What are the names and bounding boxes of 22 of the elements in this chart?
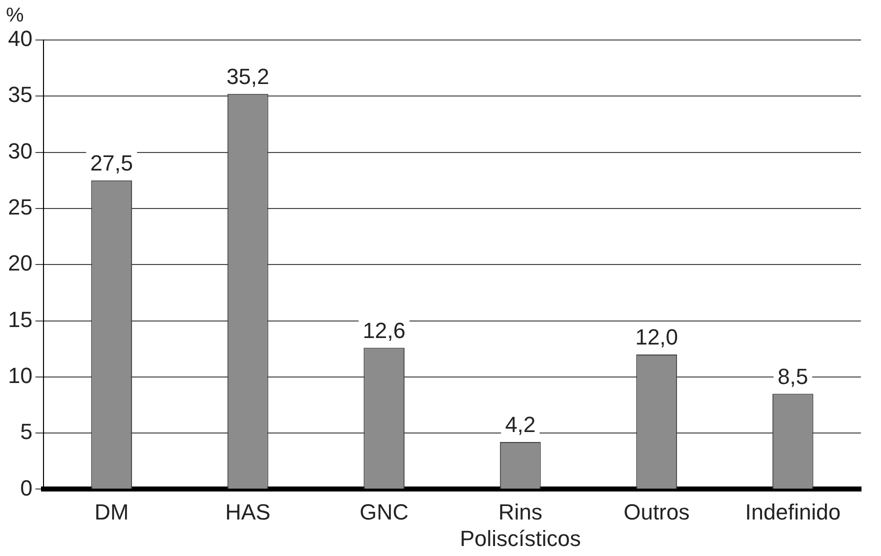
y-tick-label: 40 <box>8 26 32 52</box>
x-tick-label: HAS <box>225 499 270 524</box>
y-tick-label: 30 <box>8 138 32 164</box>
y-tick-label: 20 <box>8 250 32 276</box>
data-label: 12,0 <box>635 324 678 350</box>
y-tick-label: 25 <box>8 194 32 220</box>
x-tick-label: DM <box>94 499 129 524</box>
y-tick-label: 35 <box>8 82 32 108</box>
x-tick-label: Outros <box>624 499 690 524</box>
y-axis-title: % <box>6 4 24 27</box>
data-label: 35,2 <box>226 64 270 89</box>
data-label: 12,6 <box>362 318 406 343</box>
y-tick-label: 15 <box>8 306 32 332</box>
data-label: 27,5 <box>90 150 134 176</box>
x-tick-label: GNC <box>360 499 409 524</box>
x-tick-label: Rins Poliscísticos <box>460 499 581 551</box>
data-label: 8,5 <box>778 364 808 389</box>
y-tick-label: 0 <box>20 475 32 500</box>
data-label: 4,2 <box>505 412 536 438</box>
y-tick-label: 10 <box>8 362 32 388</box>
x-tick-label: Indefinido <box>745 499 841 524</box>
y-tick-label: 5 <box>20 419 32 444</box>
